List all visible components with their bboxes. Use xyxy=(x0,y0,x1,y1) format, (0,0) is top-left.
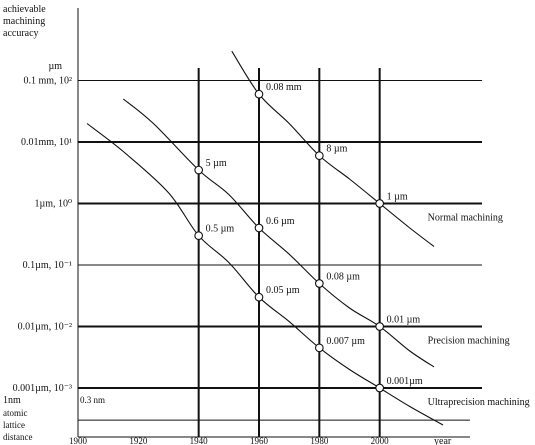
data-label-ultraprecision-machining-1940: 0.5 µm xyxy=(206,224,235,235)
y-axis-title-line-2: machining xyxy=(3,16,45,27)
y-tick-label-2: 1µm, 10⁰ xyxy=(34,199,72,210)
marker-ultraprecision-machining-1960 xyxy=(254,292,264,302)
y-unit-label: µm xyxy=(48,61,62,72)
marker-normal-machining-1980 xyxy=(314,151,324,160)
x-tick-label-1980: 1980 xyxy=(310,436,329,445)
y-tick-label-1: 0.01mm, 10¹ xyxy=(21,137,72,148)
data-label-normal-machining-1960: 0.08 mm xyxy=(266,82,302,93)
x-tick-label-1900: 1900 xyxy=(69,436,88,445)
x-tick-layer: 1900 1920 1940 1960 1980 2000 xyxy=(69,436,389,445)
marker-ultraprecision-machining-1980 xyxy=(314,343,324,353)
marker-precision-machining-1980 xyxy=(314,279,324,288)
y-tick-label-0: 0.1 mm, 10² xyxy=(23,76,72,87)
x-tick-label-1960: 1960 xyxy=(250,436,269,445)
marker-normal-machining-2000 xyxy=(375,199,385,208)
series-precision-machining-line xyxy=(122,98,435,368)
marker-normal-machining-1960 xyxy=(254,89,264,99)
series-layer: 0.08 mm 8 µm 1 µm 5 µm 0.6 µm 0.08 µm 0.01 µm 0… xyxy=(86,50,444,426)
series-name-ultraprecision-machining: Ultraprecision machining xyxy=(428,397,530,408)
y-tick-label-lattice-1: lattice xyxy=(3,420,25,430)
x-tick-label-1920: 1920 xyxy=(129,436,148,445)
data-label-normal-machining-1980: 8 µm xyxy=(326,144,347,155)
data-label-precision-machining-1980: 0.08 µm xyxy=(326,272,360,283)
x-tick-label-1940: 1940 xyxy=(190,436,209,445)
data-label-ultraprecision-machining-1960: 0.05 µm xyxy=(266,285,300,296)
y-tick-label-lattice-0: atomic xyxy=(3,408,28,418)
series-name-precision-machining: Precision machining xyxy=(428,336,510,347)
data-label-normal-machining-2000: 1 µm xyxy=(387,192,408,203)
data-label-ultraprecision-machining-1980: 0.007 µm xyxy=(326,336,365,347)
marker-precision-machining-1940 xyxy=(194,165,204,175)
y-tick-label-4: 0.01µm, 10⁻² xyxy=(18,322,72,333)
marker-precision-machining-1960 xyxy=(254,223,264,233)
y-axis-title-line-3: accuracy xyxy=(3,28,39,39)
data-label-precision-machining-1940: 5 µm xyxy=(206,158,227,169)
grid-layer xyxy=(78,68,482,437)
y-axis-title-line-1: achievable xyxy=(3,4,46,15)
y-tick-layer: 0.1 mm, 10² 0.01mm, 10¹ 1µm, 10⁰ 0.1µm, 10⁻… xyxy=(3,76,72,443)
data-label-precision-machining-2000: 0.01 µm xyxy=(387,315,421,326)
marker-ultraprecision-machining-1940 xyxy=(194,231,204,241)
marker-precision-machining-2000 xyxy=(375,322,385,331)
x-tick-label-2000: 2000 xyxy=(371,436,390,445)
lattice-line-label: 0.3 nm xyxy=(80,395,105,405)
data-label-ultraprecision-machining-2000: 0.001µm xyxy=(387,376,423,387)
x-axis-title: year xyxy=(434,436,452,445)
y-tick-label-6: 1nm xyxy=(3,395,21,406)
series-name-normal-machining: Normal machining xyxy=(428,213,503,224)
series-label-layer: Normal machining Precision machining Ultra… xyxy=(428,213,530,409)
y-tick-label-3: 0.1µm, 10⁻¹ xyxy=(23,260,72,271)
marker-ultraprecision-machining-2000 xyxy=(375,383,385,393)
data-label-precision-machining-1960: 0.6 µm xyxy=(266,216,295,227)
y-tick-label-lattice-2: distance xyxy=(3,432,33,442)
y-tick-label-5: 0.001µm, 10⁻³ xyxy=(13,383,72,394)
